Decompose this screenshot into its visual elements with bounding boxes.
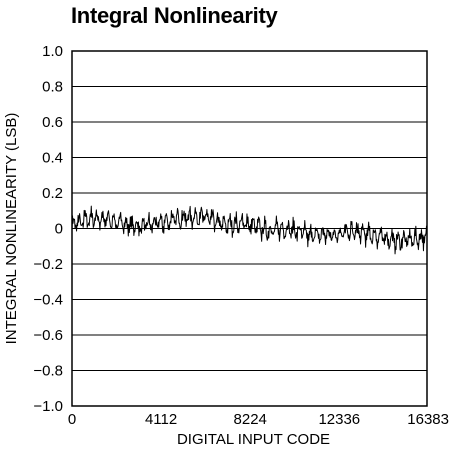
y-tick-label: 0.6 [42, 114, 63, 131]
y-tick-label: −0.2 [33, 256, 63, 273]
y-tick-label: −0.8 [33, 363, 63, 380]
y-tick-label: 0.4 [42, 150, 63, 167]
x-tick-label: 0 [68, 411, 76, 428]
x-tick-label: 4112 [145, 411, 177, 428]
series-layer [71, 205, 428, 255]
y-axis-label: INTEGRAL NONLINEARITY (LSB) [3, 113, 20, 345]
y-tick-label: 0.8 [42, 79, 63, 96]
y-tick-label: −0.4 [33, 292, 63, 309]
y-tick-labels: 1.0 0.8 0.6 0.4 0.2 0 −0.2 −0.4 −0.6 −0.8 −1.0 [33, 43, 63, 415]
x-tick-label: 8224 [234, 411, 267, 428]
y-tick-label: −1.0 [33, 398, 63, 415]
x-tick-label: 12336 [318, 411, 360, 428]
x-axis-label: DIGITAL INPUT CODE [177, 431, 330, 448]
x-tick-labels: 0 4112 8224 12336 16383 [68, 411, 449, 428]
x-tick-label: 16383 [407, 411, 449, 428]
y-tick-label: −0.6 [33, 327, 63, 344]
y-tick-label: 0 [55, 221, 63, 238]
y-tick-label: 0.2 [42, 185, 63, 202]
y-tick-label: 1.0 [42, 43, 63, 60]
inl-series-line [71, 205, 428, 255]
grid-lines [72, 86, 427, 371]
plot-area-frame [71, 50, 428, 407]
chart-title: Integral Nonlinearity [71, 3, 278, 28]
